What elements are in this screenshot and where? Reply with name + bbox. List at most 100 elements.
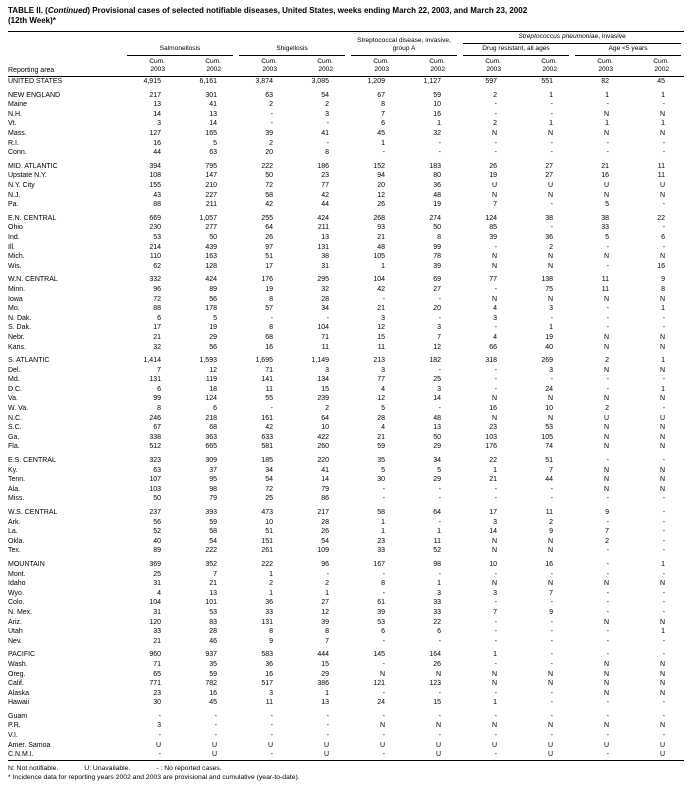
- value-cell: -: [662, 518, 666, 526]
- reporting-area-cell: W.N. CENTRAL: [8, 276, 58, 284]
- value-cell: 3: [549, 305, 554, 313]
- value-cell: 103: [485, 433, 498, 441]
- value-cell: -: [662, 139, 666, 147]
- legend-unavailable: U: Unavailable.: [84, 764, 131, 772]
- value-cell: N: [603, 130, 610, 138]
- value-cell: 16: [153, 139, 161, 147]
- legend-no-cases: - : No reported cases.: [156, 764, 222, 772]
- value-cell: 517: [261, 680, 273, 688]
- value-cell: N: [603, 670, 610, 678]
- value-cell: 85: [489, 224, 498, 232]
- table-row: Vt. 3 14 - - 6 1 2 1 1 1: [8, 119, 684, 129]
- value-cell: 1: [325, 589, 329, 597]
- value-cell: N: [660, 366, 666, 374]
- value-cell: 33: [377, 547, 385, 555]
- reporting-area-cell: Ohio: [8, 224, 23, 232]
- value-cell: 16: [489, 405, 498, 413]
- value-cell: 8: [269, 628, 273, 636]
- value-cell: 8: [437, 233, 442, 241]
- reporting-area-cell: Nebr.: [8, 333, 25, 341]
- value-cell: 21: [209, 580, 217, 588]
- value-cell: 42: [377, 285, 385, 293]
- value-cell: U: [660, 414, 666, 422]
- value-cell: 1: [661, 357, 666, 365]
- value-cell: -: [438, 314, 442, 322]
- value-cell: 30: [377, 476, 385, 484]
- value-cell: 2: [269, 139, 273, 147]
- value-cell: 58: [209, 528, 217, 536]
- value-cell: 4: [157, 589, 161, 597]
- table-row: Md. 131 119 141 134 77 25 - - - -: [8, 375, 684, 385]
- value-cell: 6: [437, 628, 442, 636]
- value-cell: 2: [269, 580, 273, 588]
- value-cell: 1,695: [255, 357, 273, 365]
- value-cell: N: [660, 253, 666, 261]
- value-cell: -: [270, 751, 273, 759]
- value-cell: 28: [321, 518, 329, 526]
- value-cell: 23: [321, 172, 329, 180]
- value-cell: -: [550, 732, 554, 740]
- value-cell: 36: [545, 233, 554, 241]
- value-cell: -: [662, 547, 666, 555]
- table-body: UNITED STATES 4,915 6,161 3,874 3,085 1,209 1,…: [8, 77, 684, 761]
- reporting-area-cell: N.H.: [8, 110, 22, 118]
- value-cell: 58: [377, 509, 385, 516]
- value-cell: 218: [205, 414, 217, 422]
- value-cell: 45: [209, 699, 217, 707]
- value-cell: -: [326, 120, 329, 128]
- value-cell: N: [547, 722, 554, 730]
- value-cell: -: [606, 305, 610, 313]
- value-cell: 26: [321, 528, 329, 536]
- table-row: Colo. 104 101 36 27 61 33 - - - -: [8, 598, 684, 608]
- cum-year-header: Cum. 2003: [348, 55, 404, 78]
- value-cell: N: [660, 443, 666, 451]
- value-cell: N: [547, 262, 554, 270]
- value-cell: N: [603, 689, 610, 697]
- value-cell: -: [494, 149, 498, 157]
- value-cell: 42: [265, 201, 273, 209]
- value-cell: 96: [153, 285, 161, 293]
- value-cell: 2: [325, 580, 329, 588]
- value-cell: 64: [321, 414, 329, 422]
- reporting-area-cell: Utah: [8, 628, 23, 636]
- value-cell: -: [438, 139, 442, 147]
- value-cell: 89: [153, 547, 161, 555]
- table-row: W.N. CENTRAL 332 424 176 295 104 69 77 138 11 9: [8, 275, 684, 285]
- value-cell: 39: [377, 608, 385, 616]
- value-cell: -: [270, 722, 273, 730]
- value-cell: 63: [153, 466, 161, 474]
- reporting-area-cell: Vt.: [8, 120, 17, 128]
- age-under-5-header: Age <5 years: [572, 44, 684, 56]
- value-cell: 176: [261, 276, 273, 284]
- value-cell: 25: [153, 570, 161, 578]
- reporting-area-cell: N.Y. City: [8, 182, 35, 189]
- value-cell: N: [603, 366, 610, 374]
- value-cell: 5: [213, 314, 217, 322]
- value-cell: 72: [265, 182, 273, 189]
- value-cell: N: [603, 476, 610, 484]
- value-cell: 1: [381, 528, 385, 536]
- value-cell: 33: [153, 628, 161, 636]
- value-cell: 54: [321, 91, 329, 99]
- value-cell: N: [491, 537, 498, 545]
- value-cell: 5: [381, 405, 385, 413]
- value-cell: N: [547, 670, 554, 678]
- value-cell: 9: [269, 637, 273, 645]
- value-cell: 31: [321, 262, 329, 270]
- value-cell: N: [547, 414, 554, 422]
- value-cell: 21: [377, 305, 385, 313]
- cum-year-header: Cum. 2003: [236, 55, 292, 78]
- value-cell: -: [382, 712, 385, 720]
- value-cell: 28: [321, 295, 329, 303]
- value-cell: 44: [153, 149, 161, 157]
- value-cell: 424: [205, 276, 217, 284]
- value-cell: -: [494, 366, 498, 374]
- value-cell: 27: [545, 162, 554, 170]
- title-week: (12th Week)*: [8, 16, 56, 26]
- value-cell: 44: [545, 476, 554, 484]
- value-cell: 17: [489, 509, 498, 516]
- value-cell: -: [662, 243, 666, 251]
- value-cell: -: [214, 732, 217, 740]
- value-cell: 3,085: [311, 78, 329, 86]
- value-cell: N: [660, 433, 666, 441]
